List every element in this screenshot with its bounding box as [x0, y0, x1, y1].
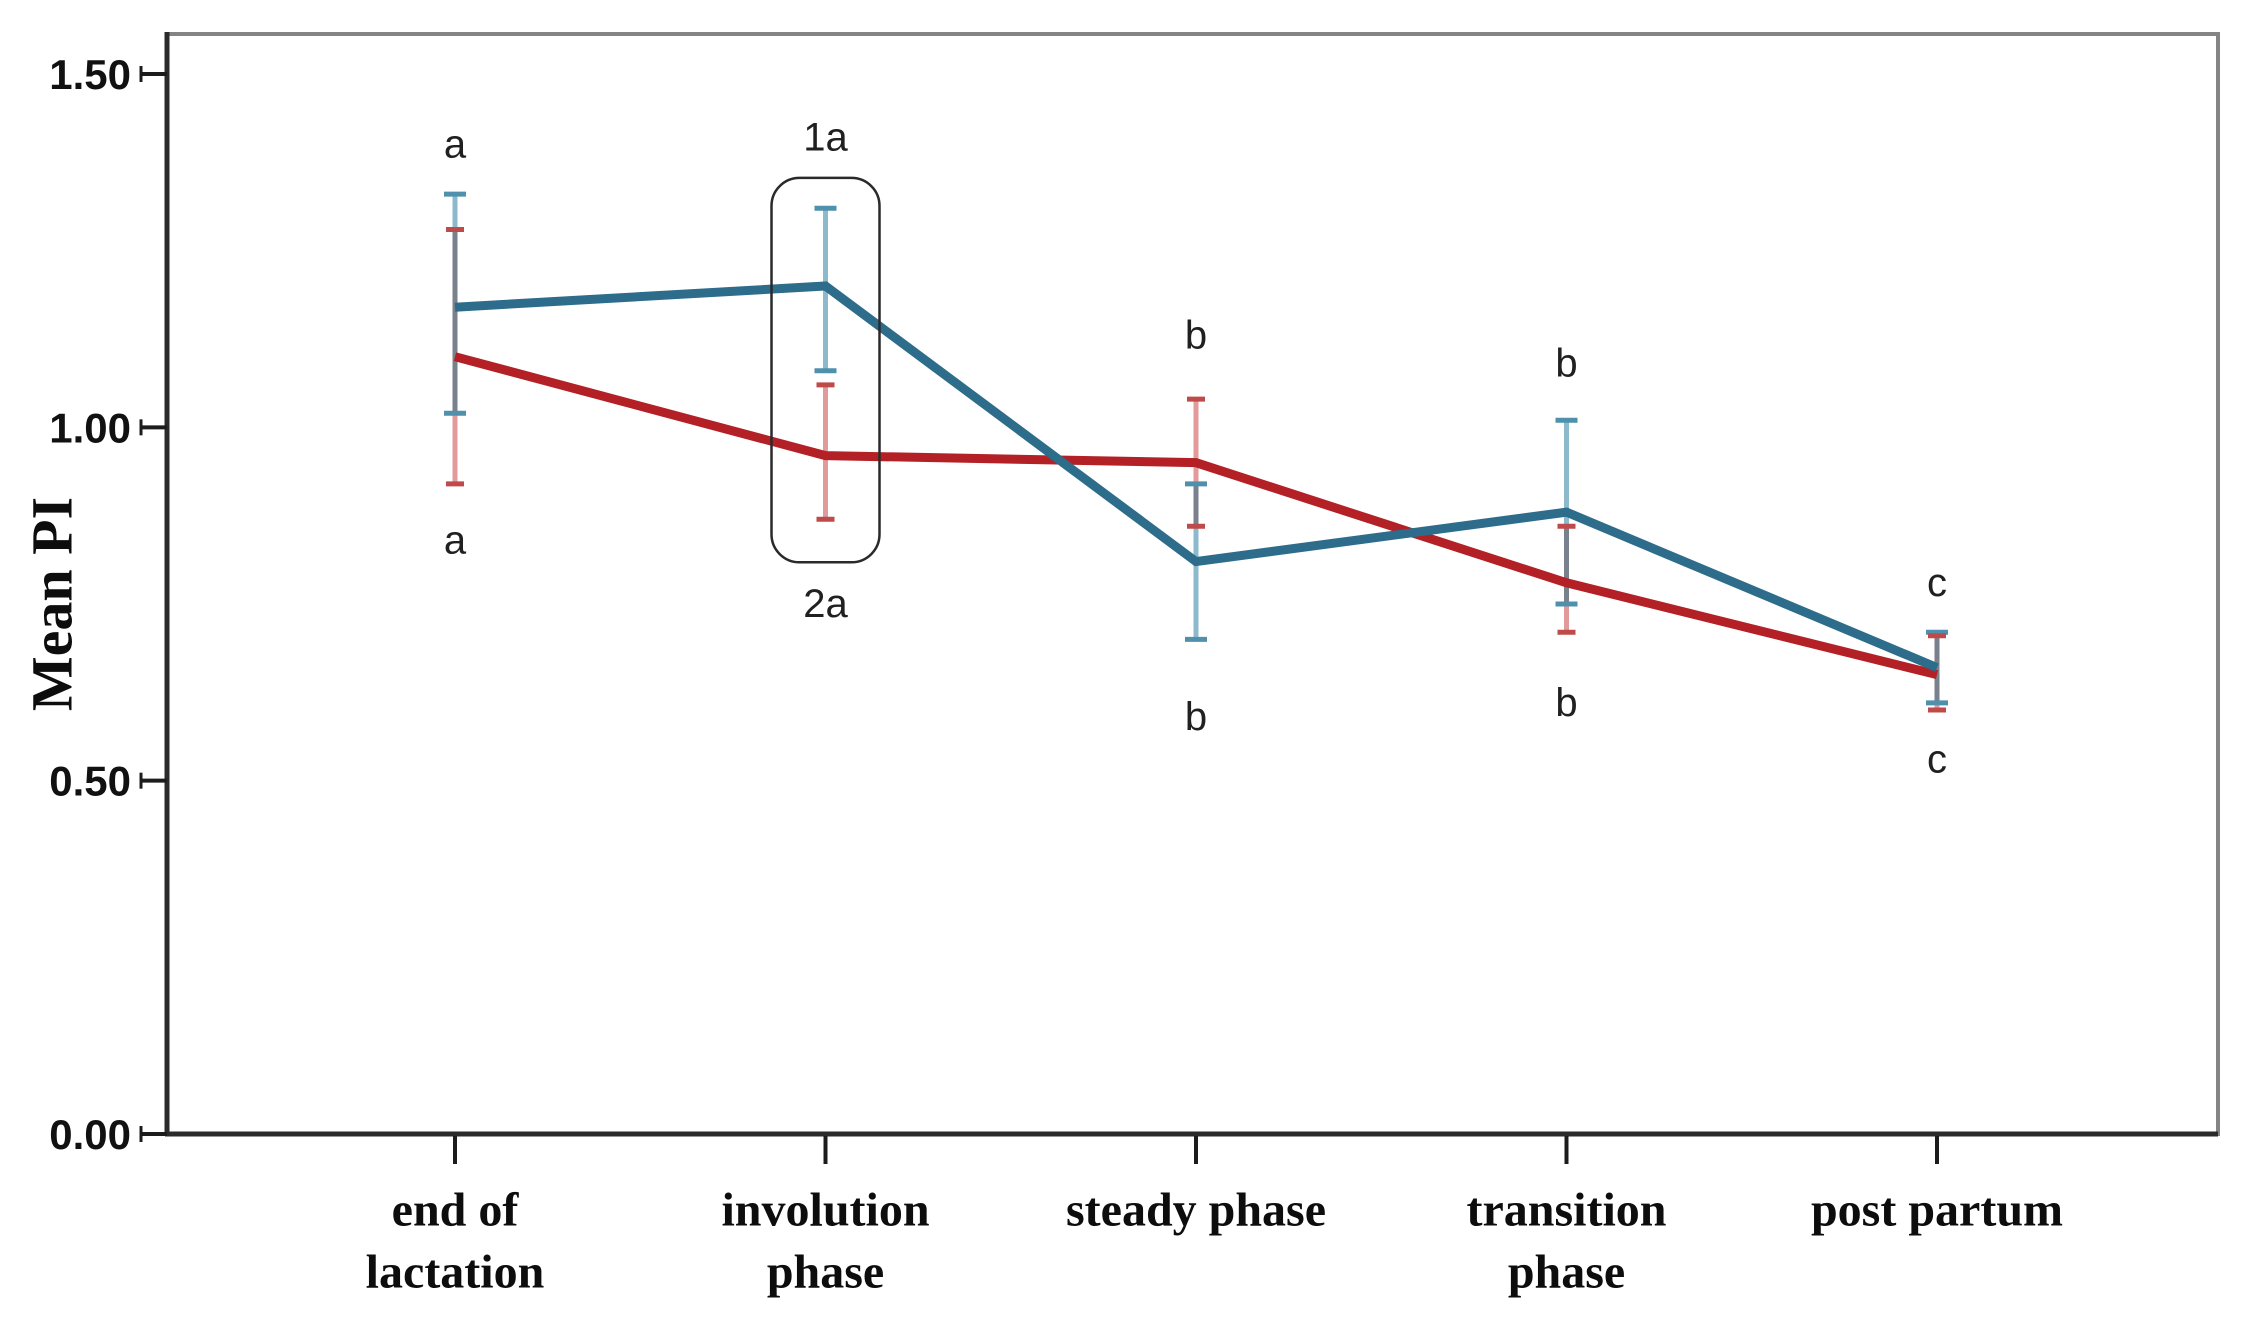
significance-letter: b — [1555, 342, 1577, 386]
significance-letter: 1a — [803, 116, 848, 160]
significance-letter: b — [1185, 695, 1207, 739]
significance-letter: a — [444, 518, 467, 562]
y-axis-title: Mean PI — [20, 497, 85, 711]
y-tick-label: 1.00 — [49, 404, 131, 451]
significance-letter: b — [1555, 681, 1577, 725]
x-category-label: phase — [1508, 1246, 1625, 1299]
series-line-red — [453, 352, 1939, 680]
plot-area-border — [165, 32, 2220, 1136]
significance-letter: a — [444, 123, 467, 167]
significance-letter: 2a — [803, 582, 848, 626]
x-category-label: lactation — [366, 1246, 545, 1299]
y-tick-label: 1.50 — [49, 51, 131, 98]
y-tick-label: 0.50 — [49, 758, 131, 805]
x-category-label: steady phase — [1066, 1184, 1326, 1237]
x-category-label: phase — [767, 1246, 884, 1299]
x-category-label: involution — [721, 1184, 929, 1237]
series-line-blue — [454, 281, 1939, 672]
significance-highlight-box — [770, 176, 881, 564]
significance-letter: c — [1927, 561, 1947, 605]
x-category-label: end of — [392, 1184, 520, 1237]
y-tick-label: 0.00 — [49, 1111, 131, 1158]
x-category-label: post partum — [1811, 1184, 2063, 1237]
significance-letter: c — [1927, 737, 1947, 781]
x-category-label: transition — [1466, 1184, 1666, 1237]
significance-letter: b — [1185, 313, 1207, 357]
